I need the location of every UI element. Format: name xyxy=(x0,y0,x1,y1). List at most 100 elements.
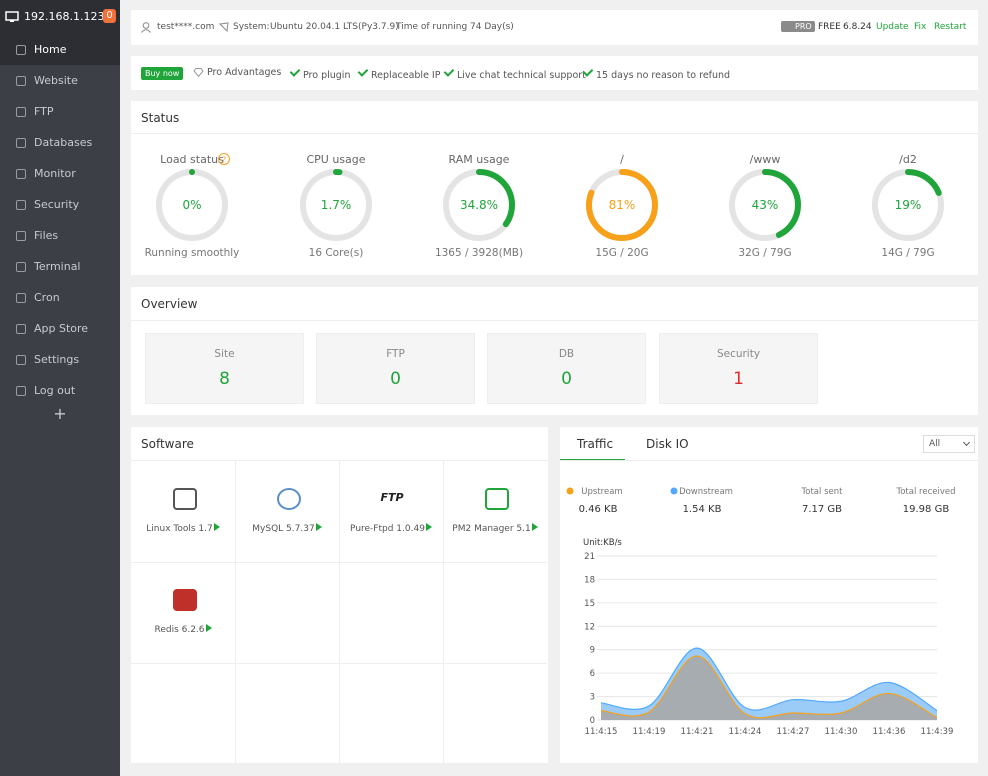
overview-card[interactable]: DB 0 xyxy=(487,333,646,404)
action[interactable]: Fix xyxy=(914,22,927,32)
help-text: ? xyxy=(222,156,226,165)
diamond-icon xyxy=(193,68,204,77)
divider xyxy=(131,133,978,134)
stat-label: Upstream xyxy=(581,487,622,497)
help-icon xyxy=(218,153,230,165)
host: 192.168.1.123 xyxy=(24,10,105,23)
x-tick-label: 11:4:39 xyxy=(921,727,954,737)
tab[interactable]: Traffic xyxy=(577,437,614,451)
software-cell: FTP Pure-Ftpd 1.0.49 xyxy=(339,461,444,563)
gauge-detail: Running smoothly xyxy=(145,247,240,259)
y-tick-label: 6 xyxy=(590,669,595,679)
add-button[interactable]: + xyxy=(53,404,67,423)
divider xyxy=(131,460,548,461)
stat-value: 7.17 GB xyxy=(802,504,842,515)
menu-item[interactable]: Files xyxy=(0,220,120,251)
menu-label: Settings xyxy=(34,353,80,366)
stat-label: Downstream xyxy=(679,487,733,497)
overview-card[interactable]: Site 8 xyxy=(145,333,304,404)
gauge-label: RAM usage xyxy=(449,153,510,166)
pro-badge: PRO xyxy=(781,21,815,32)
menu-label: Databases xyxy=(34,136,93,149)
x-tick-label: 11:4:15 xyxy=(585,727,618,737)
software-label: Linux Tools 1.7 xyxy=(146,524,213,534)
software-cell xyxy=(235,663,340,765)
promo-item: 15 days no reason to refund xyxy=(585,67,730,81)
overview-card[interactable]: Security 1 xyxy=(659,333,818,404)
promo-bar: Buy now Pro Advantages Pro plugin Replac… xyxy=(131,56,978,90)
line xyxy=(600,647,938,712)
menu-label: FTP xyxy=(34,105,54,118)
menu-icon xyxy=(16,169,26,179)
software-name[interactable]: PM2 Manager 5.1 xyxy=(443,523,547,534)
software-cell xyxy=(339,663,444,765)
menu-item[interactable]: Settings xyxy=(0,344,120,375)
menu-item[interactable]: Home xyxy=(0,34,120,65)
menu-icon xyxy=(16,355,26,365)
sidebar-header: 192.168.1.123 0 xyxy=(0,0,120,34)
menu-item[interactable]: Security xyxy=(0,189,120,220)
software-name[interactable]: Redis 6.2.6 xyxy=(131,624,235,635)
menu-item[interactable]: Website xyxy=(0,65,120,96)
buy-button[interactable]: Buy now xyxy=(141,67,184,80)
menu-item[interactable]: App Store xyxy=(0,313,120,344)
card-label: DB xyxy=(558,348,575,360)
menu-label: Terminal xyxy=(34,260,81,273)
card-value: 1 xyxy=(733,369,744,389)
filter-value: All xyxy=(929,439,941,449)
action[interactable]: Update xyxy=(876,22,909,32)
menu-label: Files xyxy=(34,229,59,242)
gauge-arc xyxy=(156,169,228,241)
gauge-detail: 32G / 79G xyxy=(738,247,791,259)
menu-item[interactable]: Cron xyxy=(0,282,120,313)
menu-label: Cron xyxy=(34,291,60,304)
promo-item: Live chat technical support xyxy=(446,67,586,81)
overview-card[interactable]: FTP 0 xyxy=(316,333,475,404)
menu-label: Home xyxy=(34,43,67,56)
tab[interactable]: Disk IO xyxy=(646,437,689,451)
menu-label: Website xyxy=(34,74,78,87)
menu-icon xyxy=(16,231,26,241)
stat-label: Total sent xyxy=(801,487,844,497)
menu-item[interactable]: FTP xyxy=(0,96,120,127)
x-tick-label: 11:4:27 xyxy=(777,727,810,737)
gauge-detail: 1365 / 3928(MB) xyxy=(435,247,523,259)
promo-item: Pro plugin xyxy=(292,67,350,81)
user-icon xyxy=(141,22,151,33)
panel-title: Status xyxy=(141,111,180,125)
stat-value: 0.46 KB xyxy=(579,504,618,515)
card-label: Security xyxy=(716,348,761,360)
play-icon xyxy=(315,523,322,531)
menu-item[interactable]: Terminal xyxy=(0,251,120,282)
menu-item[interactable]: Monitor xyxy=(0,158,120,189)
menu-item[interactable]: Log out xyxy=(0,375,120,406)
panel-title: Overview xyxy=(141,297,198,311)
gauge-detail: 15G / 20G xyxy=(595,247,648,259)
badge[interactable]: 0 xyxy=(103,9,116,23)
action[interactable]: Restart xyxy=(934,22,967,32)
card-label: Site xyxy=(214,348,235,360)
software-cell xyxy=(131,663,236,765)
line xyxy=(600,655,938,719)
software-icon xyxy=(173,589,197,611)
software-name[interactable]: Linux Tools 1.7 xyxy=(131,523,235,534)
software-label: PM2 Manager 5.1 xyxy=(452,524,531,534)
edition: FREE xyxy=(818,22,841,32)
filter-select[interactable]: All xyxy=(923,435,975,453)
x-tick-label: 11:4:24 xyxy=(729,727,762,737)
menu-item[interactable]: Databases xyxy=(0,127,120,158)
software-name[interactable]: Pure-Ftpd 1.0.49 xyxy=(339,523,443,534)
stat-label: Total received xyxy=(895,487,955,497)
user: test****.com xyxy=(157,22,215,32)
status-panel: Status xyxy=(131,101,978,275)
card-value: 8 xyxy=(219,369,230,389)
menu-label: App Store xyxy=(34,322,89,335)
menu-icon xyxy=(16,107,26,117)
gauge-value: 81% xyxy=(609,198,636,212)
software-cell xyxy=(443,663,547,765)
play-icon xyxy=(531,523,538,531)
software-cell: MySQL 5.7.37 xyxy=(235,461,340,563)
software-name[interactable]: MySQL 5.7.37 xyxy=(235,523,339,534)
